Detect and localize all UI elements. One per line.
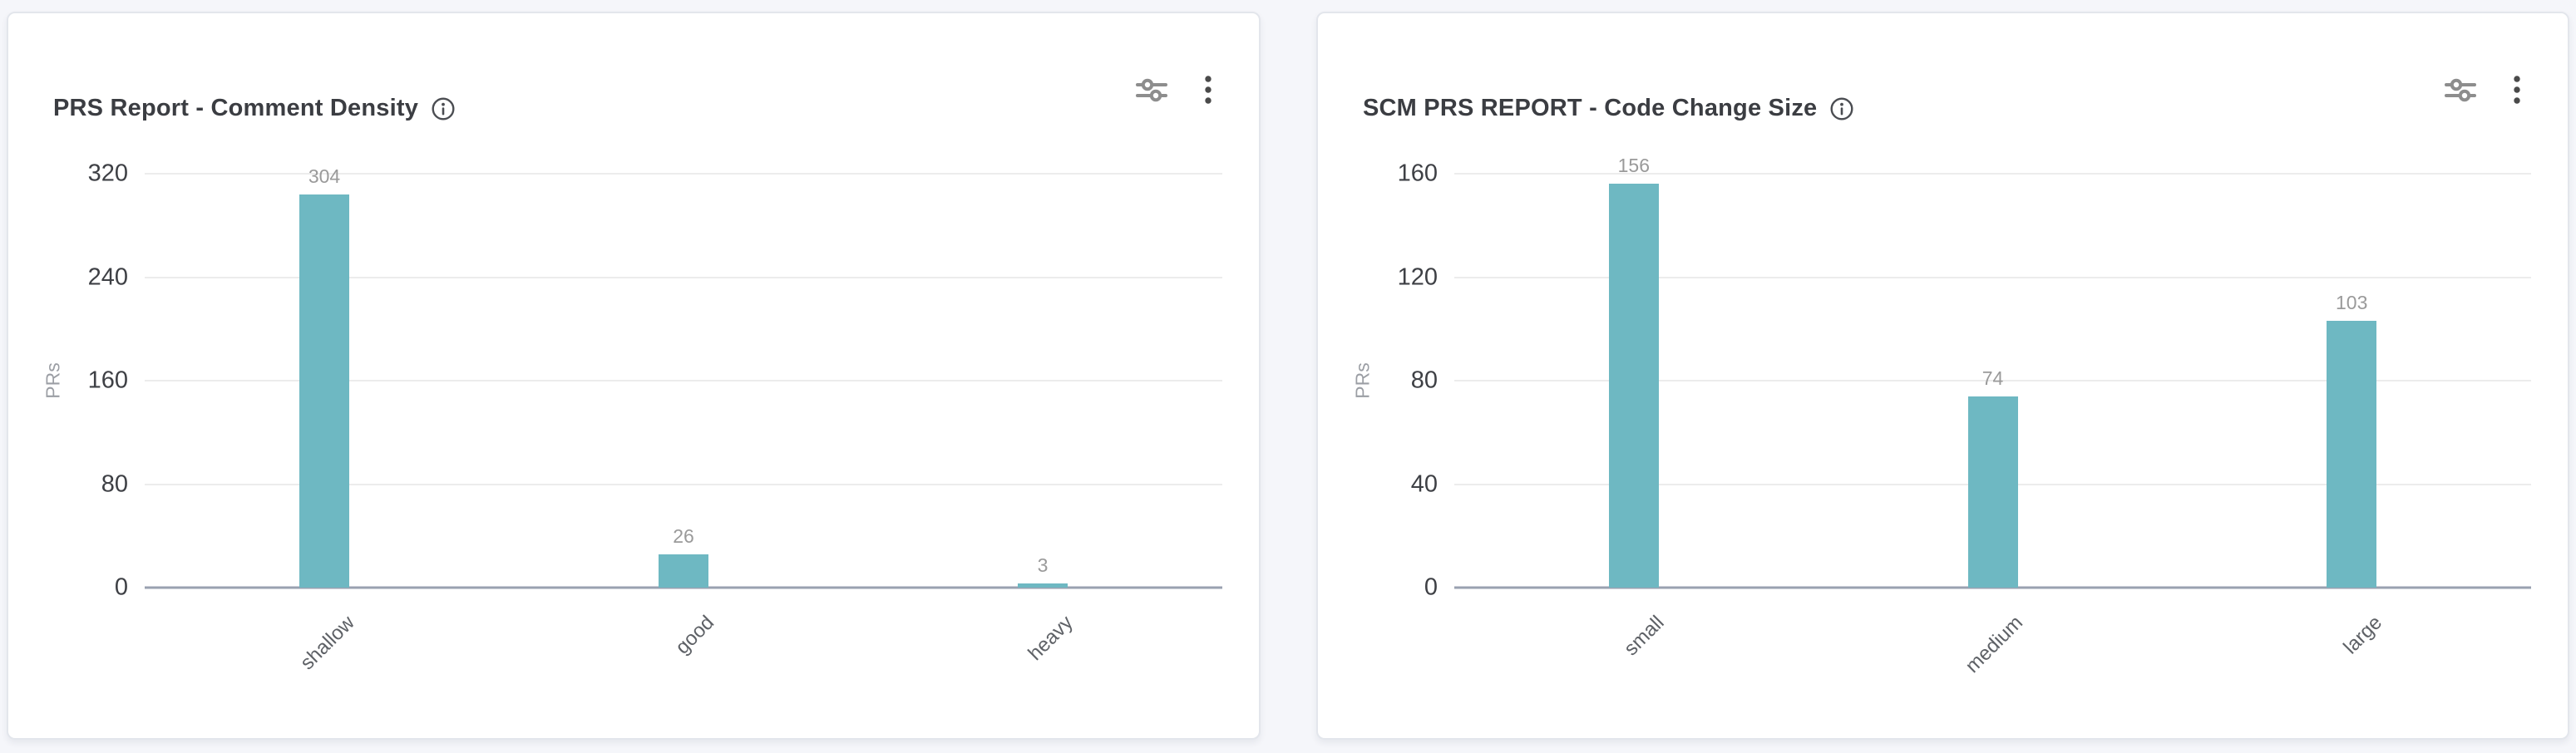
info-icon[interactable] [1829,96,1854,121]
y-axis-tick-label: 80 [101,470,128,497]
bar-value-label: 304 [308,165,341,187]
card-header: SCM PRS REPORT - Code Change Size [1363,76,1854,140]
category-slot-heavy: 3 heavy [863,174,1222,665]
gridline [1454,276,2531,278]
gridline [145,173,1222,175]
category-slot-medium: 74 medium [1814,174,2173,677]
x-category-label: shallow [295,611,359,675]
kebab-menu-icon[interactable] [2513,75,2521,105]
bar-heavy[interactable] [1018,583,1068,588]
card-toolbar [1136,75,1212,105]
filter-sliders-icon[interactable] [1136,76,1167,103]
bar-value-label: 74 [1981,367,2004,389]
y-axis-tick-label: 0 [1424,573,1438,601]
bar-small[interactable] [1608,184,1659,588]
y-axis-tick-label: 160 [1397,160,1438,187]
y-axis-tick-label: 320 [87,160,128,187]
bar-value-label: 26 [673,524,694,547]
bar-value-label: 103 [2335,292,2368,314]
bar-value-label: 3 [1037,554,1049,577]
card-title: SCM PRS REPORT - Code Change Size [1363,95,1818,122]
category-slot-good: 26 good [504,174,863,658]
bar-chart-code-change-size: 0 40 80 120 160 PRs 156 small 74 medium 103 large [1352,156,2531,677]
x-category-label: large [2339,611,2386,659]
bar-good[interactable] [659,554,708,588]
x-category-label: heavy [1024,611,1078,665]
kebab-menu-icon[interactable] [1204,75,1212,105]
category-slot-small: 156 small [1454,156,1814,660]
card-header: PRS Report - Comment Density [53,76,456,140]
bar-medium[interactable] [1967,396,2018,588]
x-category-label: good [670,611,718,659]
card-title: PRS Report - Comment Density [53,95,419,122]
gridline [1454,173,2531,175]
gridline [145,380,1222,381]
x-axis-line [145,586,1222,589]
bar-chart-comment-density: 0 80 160 240 320 PRs 304 shallow 26 good 3 heavy [42,161,1222,674]
gridline [145,276,1222,278]
y-axis-tick-label: 160 [87,367,128,394]
y-axis-title: PRs [42,362,64,399]
y-axis-tick-label: 120 [1397,263,1438,290]
gridline [145,483,1222,485]
bar-shallow[interactable] [299,194,349,588]
x-axis-line [1454,586,2531,589]
y-axis-tick-label: 0 [114,573,128,601]
category-slot-large: 103 large [2172,174,2531,658]
chart-card-code-change-size: SCM PRS REPORT - Code Change Size [1316,12,2569,740]
gridline [1454,380,2531,381]
y-axis-tick-label: 80 [1410,367,1438,394]
bar-value-label: 156 [1617,155,1651,177]
category-slot-shallow: 304 shallow [145,166,504,674]
chart-card-comment-density: PRS Report - Comment Density [7,12,1261,740]
plot-area: 156 small 74 medium 103 large [1454,156,2531,677]
y-axis-tick-label: 40 [1410,470,1438,497]
y-axis-title: PRs [1351,362,1374,399]
x-category-label: medium [1961,611,2028,678]
plot-area: 304 shallow 26 good 3 heavy [145,166,1222,674]
x-category-label: small [1619,611,1669,661]
bar-large[interactable] [2327,321,2377,588]
y-axis-tick-label: 240 [87,263,128,290]
info-icon[interactable] [431,96,456,121]
filter-sliders-icon[interactable] [2445,76,2476,103]
card-toolbar [2445,75,2521,105]
